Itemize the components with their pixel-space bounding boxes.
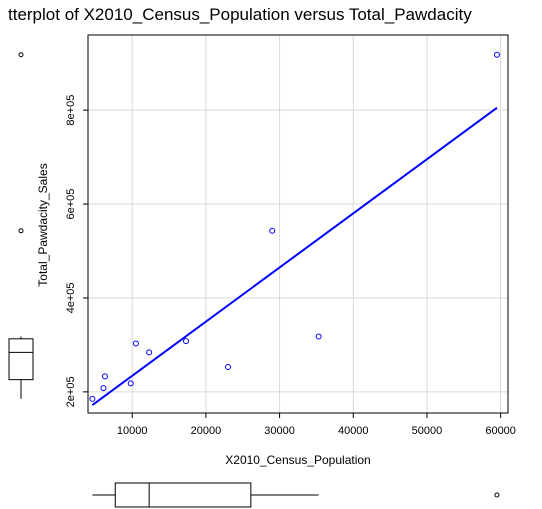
- data-point: [315, 333, 322, 340]
- plot-frame: [87, 34, 509, 414]
- x-boxplot: [92, 482, 500, 508]
- x-axis-label: X2010_Census_Population: [225, 453, 370, 467]
- y-boxplot-outlier: [18, 228, 24, 234]
- x-tick-label: 20000: [191, 425, 222, 437]
- x-tick-label: 10000: [117, 425, 148, 437]
- y-boxplot: [8, 52, 34, 399]
- axis-ticks: 10000 20000 30000 40000 50000 60000 2e+05 4e+05…: [65, 95, 516, 437]
- x-boxplot-outlier: [494, 492, 500, 498]
- x-tick-label: 60000: [485, 425, 516, 437]
- data-point: [183, 338, 189, 345]
- gridlines: [88, 35, 508, 413]
- y-boxplot-box: [8, 338, 34, 381]
- y-tick-label: 2e+05: [65, 376, 77, 407]
- y-axis-label: Total_Pawdacity_Sales: [36, 163, 50, 286]
- y-tick-label: 6e+05: [65, 189, 77, 220]
- regression-line: [91, 106, 498, 406]
- chart-title: tterplot of X2010_Census_Population vers…: [8, 5, 472, 24]
- data-point: [225, 363, 231, 370]
- data-point: [100, 385, 107, 392]
- x-tick-label: 30000: [264, 425, 295, 437]
- x-boxplot-box: [114, 482, 252, 508]
- data-point: [493, 51, 500, 58]
- y-tick-label: 4e+05: [65, 283, 77, 314]
- data-point: [132, 340, 139, 347]
- data-points: [89, 51, 500, 402]
- data-point: [146, 349, 153, 356]
- data-point: [89, 395, 96, 402]
- x-tick-label: 50000: [412, 425, 443, 437]
- data-point: [101, 373, 108, 380]
- data-point: [269, 227, 276, 234]
- y-boxplot-outlier: [18, 52, 24, 58]
- y-tick-label: 8e+05: [65, 95, 77, 126]
- data-point: [127, 380, 134, 387]
- x-tick-label: 40000: [338, 425, 369, 437]
